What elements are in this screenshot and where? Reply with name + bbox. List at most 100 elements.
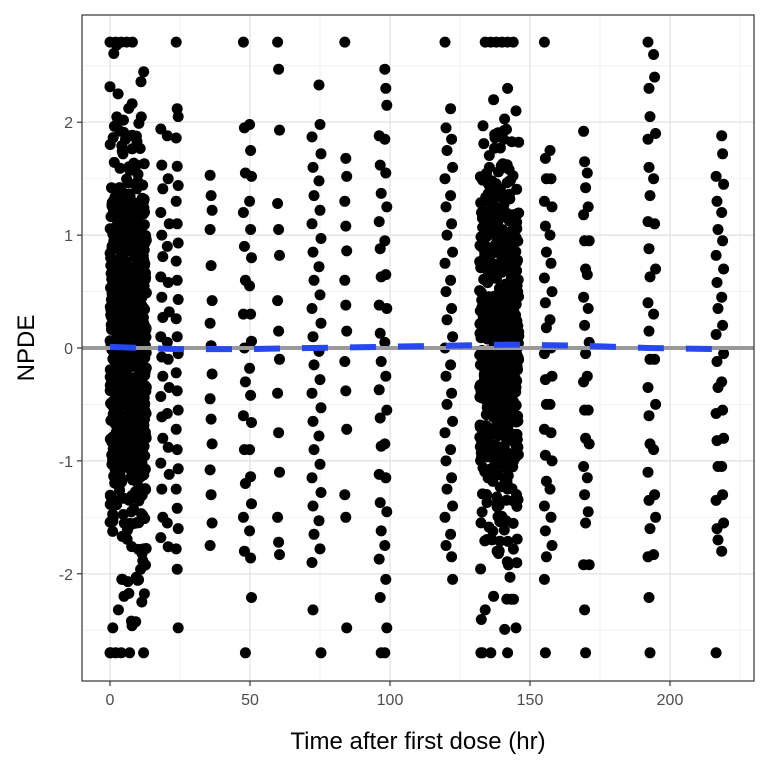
data-point xyxy=(113,186,125,198)
data-point xyxy=(544,483,556,495)
data-point xyxy=(579,319,591,331)
data-point xyxy=(649,71,661,83)
data-point xyxy=(138,463,150,475)
data-point xyxy=(307,415,319,427)
data-point xyxy=(379,63,391,75)
data-point xyxy=(479,604,491,616)
data-point xyxy=(244,195,256,207)
data-point xyxy=(716,130,728,142)
data-point xyxy=(106,200,118,212)
data-point xyxy=(138,66,150,78)
data-point xyxy=(117,310,129,322)
data-point xyxy=(478,303,490,315)
y-tick-label: -1 xyxy=(59,454,73,471)
data-point xyxy=(237,207,249,218)
data-point xyxy=(375,187,387,199)
data-point xyxy=(483,521,495,533)
data-point xyxy=(380,167,392,179)
data-point xyxy=(123,494,135,506)
data-point xyxy=(130,159,141,171)
data-point xyxy=(374,592,386,603)
data-point xyxy=(108,48,120,59)
data-point xyxy=(172,180,184,191)
data-point xyxy=(498,322,510,334)
data-point xyxy=(650,398,662,410)
data-point xyxy=(172,294,184,305)
data-point xyxy=(379,438,391,450)
data-point xyxy=(308,444,320,456)
data-point xyxy=(314,289,326,301)
y-tick-label: 0 xyxy=(64,341,73,358)
data-point xyxy=(508,214,520,226)
data-point xyxy=(137,402,149,414)
data-point xyxy=(238,240,250,252)
data-point xyxy=(544,229,556,241)
data-point xyxy=(490,178,502,190)
data-point xyxy=(379,133,391,145)
data-point xyxy=(272,511,284,523)
x-tick-label: 150 xyxy=(517,692,544,709)
data-point xyxy=(488,590,500,602)
data-point xyxy=(306,303,318,314)
data-point xyxy=(498,524,510,536)
data-point xyxy=(133,219,145,230)
data-point xyxy=(107,454,119,466)
data-point xyxy=(162,441,174,453)
data-point xyxy=(643,592,655,603)
data-point xyxy=(439,427,451,439)
data-point xyxy=(244,525,256,537)
data-point xyxy=(373,384,385,396)
data-point xyxy=(379,235,391,247)
data-point xyxy=(507,517,519,529)
data-point xyxy=(538,500,550,512)
data-point xyxy=(121,358,133,370)
data-point xyxy=(109,477,121,489)
data-point xyxy=(441,229,453,241)
data-point xyxy=(502,365,514,377)
data-point xyxy=(135,383,147,395)
data-point xyxy=(440,122,452,134)
data-point xyxy=(538,36,550,48)
data-point xyxy=(439,511,451,523)
data-point xyxy=(107,525,119,537)
data-point xyxy=(245,224,257,235)
data-point xyxy=(511,533,523,545)
data-point xyxy=(114,465,126,477)
data-point xyxy=(538,573,550,585)
data-point xyxy=(540,551,552,563)
data-point xyxy=(118,590,130,602)
x-tick-label: 50 xyxy=(241,692,259,709)
data-point xyxy=(475,231,487,243)
data-point xyxy=(116,244,128,255)
data-point xyxy=(476,647,488,659)
data-point xyxy=(380,269,392,281)
data-point xyxy=(339,489,351,501)
data-point xyxy=(244,362,256,374)
data-point xyxy=(314,374,326,386)
data-point xyxy=(642,382,654,393)
data-point xyxy=(306,218,318,230)
data-point xyxy=(644,271,656,283)
data-point xyxy=(114,388,126,400)
data-point xyxy=(510,309,522,321)
data-point xyxy=(500,458,512,470)
data-point xyxy=(246,417,257,428)
data-point xyxy=(340,220,352,232)
data-point xyxy=(170,423,182,435)
data-point xyxy=(129,373,141,385)
data-point xyxy=(162,353,174,365)
data-point xyxy=(483,161,495,173)
data-point xyxy=(163,468,175,480)
data-point xyxy=(546,540,558,551)
data-point xyxy=(481,489,493,501)
data-point xyxy=(315,317,327,329)
data-point xyxy=(139,369,151,381)
data-point xyxy=(239,647,251,659)
data-point xyxy=(272,36,284,48)
data-point xyxy=(118,434,130,446)
data-point xyxy=(540,246,552,258)
data-point xyxy=(124,190,136,202)
data-point xyxy=(314,458,326,470)
data-point xyxy=(718,348,730,360)
